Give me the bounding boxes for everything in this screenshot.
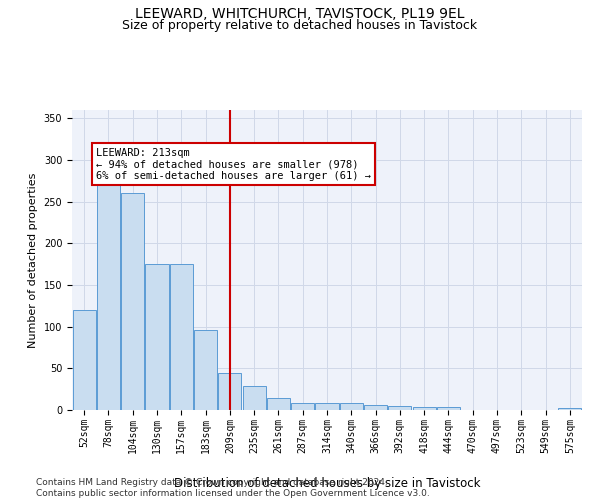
Text: LEEWARD, WHITCHURCH, TAVISTOCK, PL19 9EL: LEEWARD, WHITCHURCH, TAVISTOCK, PL19 9EL bbox=[135, 8, 465, 22]
Text: Size of property relative to detached houses in Tavistock: Size of property relative to detached ho… bbox=[122, 19, 478, 32]
Bar bbox=[559, 408, 581, 410]
Bar bbox=[242, 386, 266, 410]
Bar bbox=[413, 406, 436, 410]
Text: Distribution of detached houses by size in Tavistock: Distribution of detached houses by size … bbox=[174, 477, 480, 490]
Bar bbox=[218, 372, 241, 410]
Bar bbox=[194, 330, 217, 410]
Text: Contains HM Land Registry data © Crown copyright and database right 2024.
Contai: Contains HM Land Registry data © Crown c… bbox=[36, 478, 430, 498]
Bar bbox=[364, 405, 387, 410]
Bar bbox=[170, 264, 193, 410]
Bar bbox=[316, 402, 338, 410]
Bar bbox=[73, 310, 95, 410]
Bar bbox=[291, 404, 314, 410]
Bar bbox=[388, 406, 412, 410]
Bar bbox=[145, 264, 169, 410]
Text: LEEWARD: 213sqm
← 94% of detached houses are smaller (978)
6% of semi-detached h: LEEWARD: 213sqm ← 94% of detached houses… bbox=[96, 148, 371, 180]
Y-axis label: Number of detached properties: Number of detached properties bbox=[28, 172, 38, 348]
Bar bbox=[97, 174, 120, 410]
Bar bbox=[437, 406, 460, 410]
Bar bbox=[121, 194, 144, 410]
Bar bbox=[267, 398, 290, 410]
Bar bbox=[340, 402, 363, 410]
